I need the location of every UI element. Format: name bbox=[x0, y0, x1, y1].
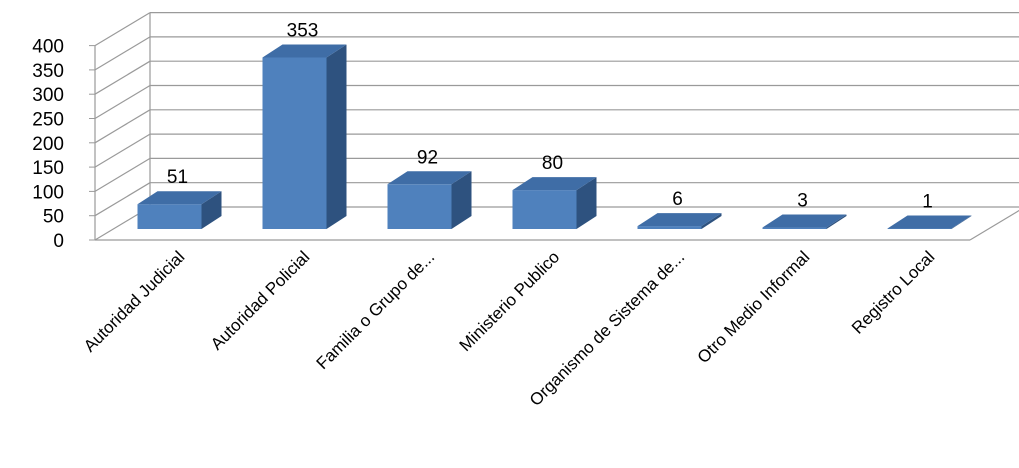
y-tick-label: 250 bbox=[32, 110, 64, 131]
x-category-label: Autoridad Judicial bbox=[80, 247, 188, 355]
x-category-label: Otro Medio Informal bbox=[694, 247, 814, 367]
bar-front bbox=[512, 190, 577, 229]
y-tick-label: 150 bbox=[32, 158, 64, 179]
bar-front bbox=[887, 228, 952, 230]
gridline-side bbox=[94, 84, 151, 120]
bar-side bbox=[701, 213, 722, 229]
x-category-label: Registro Local bbox=[848, 247, 938, 337]
gridline-side bbox=[94, 157, 151, 192]
bar[interactable] bbox=[262, 44, 347, 229]
y-tick-label: 0 bbox=[53, 231, 64, 252]
bar-front bbox=[137, 204, 202, 229]
data-label: 6 bbox=[672, 189, 683, 210]
bar[interactable] bbox=[762, 214, 847, 229]
bar-front bbox=[762, 227, 827, 229]
bars-layer bbox=[137, 44, 972, 230]
y-tick-label: 400 bbox=[32, 37, 64, 58]
bar[interactable] bbox=[887, 215, 972, 230]
gridline-side bbox=[94, 133, 151, 168]
bar[interactable] bbox=[137, 191, 222, 229]
gridline-side bbox=[94, 60, 151, 95]
y-tick-labels: 0 50 100 150 200 250 300 350 400 bbox=[32, 37, 95, 252]
data-label: 80 bbox=[542, 153, 563, 174]
x-category-label: Autoridad Policial bbox=[207, 247, 313, 353]
bar-side bbox=[451, 171, 472, 229]
gridline-side bbox=[94, 36, 151, 71]
bar-top bbox=[387, 171, 472, 185]
bar-front bbox=[387, 184, 452, 229]
y-tick-label: 350 bbox=[32, 61, 64, 82]
data-labels: 51 353 92 80 6 3 1 bbox=[167, 20, 933, 212]
data-label: 353 bbox=[287, 20, 319, 41]
bar-top bbox=[762, 214, 847, 228]
bar[interactable] bbox=[387, 171, 472, 229]
data-label: 51 bbox=[167, 167, 188, 188]
y-tick-label: 200 bbox=[32, 134, 64, 155]
x-category-label: Familia o Grupo de... bbox=[313, 247, 439, 373]
bar-top bbox=[137, 191, 222, 205]
data-label: 3 bbox=[797, 191, 808, 212]
bar-top bbox=[262, 44, 347, 58]
x-category-labels: Autoridad Judicial Autoridad Policial Fami… bbox=[80, 247, 938, 409]
bar-side bbox=[951, 215, 972, 229]
gridline-side bbox=[94, 182, 151, 217]
bar-top bbox=[887, 215, 972, 229]
data-label: 92 bbox=[417, 147, 438, 168]
bar-front bbox=[637, 226, 702, 229]
y-tick-label: 50 bbox=[43, 207, 64, 228]
bar-side bbox=[576, 177, 597, 229]
floor-right-edge bbox=[969, 209, 1019, 241]
bar-top bbox=[512, 177, 597, 191]
bar-front bbox=[262, 57, 327, 229]
bar-side bbox=[326, 44, 347, 229]
bar-top bbox=[637, 213, 722, 227]
y-tick-label: 100 bbox=[32, 182, 64, 203]
gridline-side bbox=[94, 12, 151, 47]
bar-side bbox=[201, 191, 222, 229]
bar[interactable] bbox=[637, 213, 722, 229]
gridline-side bbox=[94, 109, 151, 144]
data-label: 1 bbox=[922, 192, 933, 213]
x-category-label: Ministerio Publico bbox=[456, 247, 564, 355]
bar-side bbox=[826, 214, 847, 229]
bar[interactable] bbox=[512, 177, 597, 229]
y-tick-label: 300 bbox=[32, 85, 64, 106]
